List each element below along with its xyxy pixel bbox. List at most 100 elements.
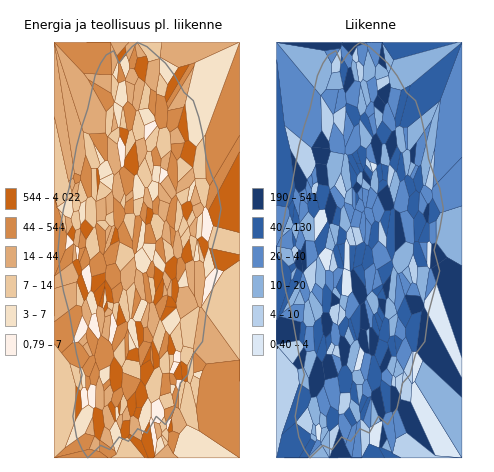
Polygon shape — [181, 201, 193, 221]
Polygon shape — [125, 81, 134, 105]
Polygon shape — [363, 170, 371, 186]
Polygon shape — [320, 427, 329, 443]
Polygon shape — [108, 127, 120, 144]
Polygon shape — [356, 61, 364, 83]
Polygon shape — [70, 363, 82, 391]
Polygon shape — [93, 143, 105, 165]
Polygon shape — [332, 345, 340, 358]
Polygon shape — [132, 299, 148, 322]
Polygon shape — [125, 42, 137, 61]
Polygon shape — [364, 164, 372, 180]
Polygon shape — [187, 210, 196, 228]
Polygon shape — [292, 268, 302, 284]
Polygon shape — [358, 329, 370, 354]
Polygon shape — [180, 381, 199, 431]
Polygon shape — [423, 203, 430, 223]
Polygon shape — [405, 295, 424, 315]
Polygon shape — [378, 221, 386, 248]
Polygon shape — [292, 232, 296, 247]
Polygon shape — [338, 316, 348, 337]
Polygon shape — [54, 282, 77, 321]
Polygon shape — [127, 392, 136, 417]
Polygon shape — [301, 241, 306, 272]
Polygon shape — [429, 220, 436, 244]
Polygon shape — [322, 284, 332, 313]
Polygon shape — [113, 302, 119, 323]
Polygon shape — [150, 214, 165, 241]
Polygon shape — [148, 277, 156, 303]
Polygon shape — [119, 167, 134, 196]
Polygon shape — [91, 272, 106, 293]
Polygon shape — [96, 306, 105, 336]
Polygon shape — [360, 112, 373, 137]
Polygon shape — [187, 353, 194, 384]
Polygon shape — [346, 226, 356, 245]
Polygon shape — [372, 269, 382, 291]
Polygon shape — [100, 440, 116, 458]
Polygon shape — [86, 42, 129, 56]
Polygon shape — [133, 197, 144, 216]
Polygon shape — [291, 245, 298, 263]
Polygon shape — [190, 376, 200, 409]
Polygon shape — [77, 273, 88, 301]
Polygon shape — [345, 422, 357, 458]
Polygon shape — [82, 298, 92, 327]
Polygon shape — [358, 84, 367, 116]
Polygon shape — [115, 406, 120, 421]
Polygon shape — [344, 407, 357, 427]
Text: 544 – 4 022: 544 – 4 022 — [24, 193, 81, 203]
Polygon shape — [380, 144, 390, 167]
Polygon shape — [366, 328, 370, 353]
Polygon shape — [102, 405, 115, 430]
Polygon shape — [290, 149, 307, 193]
Polygon shape — [206, 42, 240, 185]
Polygon shape — [401, 371, 412, 402]
Polygon shape — [54, 42, 112, 75]
Polygon shape — [155, 236, 166, 264]
Polygon shape — [79, 247, 86, 262]
Polygon shape — [312, 165, 318, 185]
Polygon shape — [329, 251, 338, 272]
Polygon shape — [353, 182, 362, 193]
Polygon shape — [193, 351, 206, 373]
Polygon shape — [147, 261, 155, 278]
Polygon shape — [349, 161, 357, 188]
Polygon shape — [94, 281, 105, 306]
Polygon shape — [96, 220, 109, 231]
Polygon shape — [372, 284, 383, 296]
Polygon shape — [293, 347, 307, 369]
Polygon shape — [277, 42, 331, 95]
Polygon shape — [176, 257, 186, 283]
Polygon shape — [368, 220, 379, 249]
Polygon shape — [379, 346, 392, 373]
Polygon shape — [359, 119, 372, 149]
Polygon shape — [299, 321, 306, 345]
Polygon shape — [377, 83, 391, 104]
Polygon shape — [348, 318, 357, 341]
Polygon shape — [129, 415, 142, 441]
Polygon shape — [293, 290, 305, 304]
Polygon shape — [153, 319, 165, 354]
Polygon shape — [371, 133, 382, 166]
Polygon shape — [316, 163, 329, 186]
Polygon shape — [357, 163, 364, 172]
Polygon shape — [112, 321, 128, 352]
Polygon shape — [392, 433, 462, 458]
Polygon shape — [99, 365, 110, 385]
Polygon shape — [360, 396, 371, 421]
Polygon shape — [381, 368, 392, 387]
Polygon shape — [105, 211, 114, 227]
Polygon shape — [378, 179, 388, 194]
Polygon shape — [121, 420, 130, 439]
Polygon shape — [379, 423, 387, 448]
Polygon shape — [419, 243, 427, 263]
Polygon shape — [54, 42, 106, 134]
Polygon shape — [122, 372, 141, 401]
Polygon shape — [371, 42, 457, 60]
Polygon shape — [81, 155, 92, 198]
Polygon shape — [160, 42, 239, 67]
Polygon shape — [77, 180, 87, 203]
Polygon shape — [315, 221, 329, 255]
Polygon shape — [167, 280, 172, 297]
Polygon shape — [107, 136, 121, 175]
